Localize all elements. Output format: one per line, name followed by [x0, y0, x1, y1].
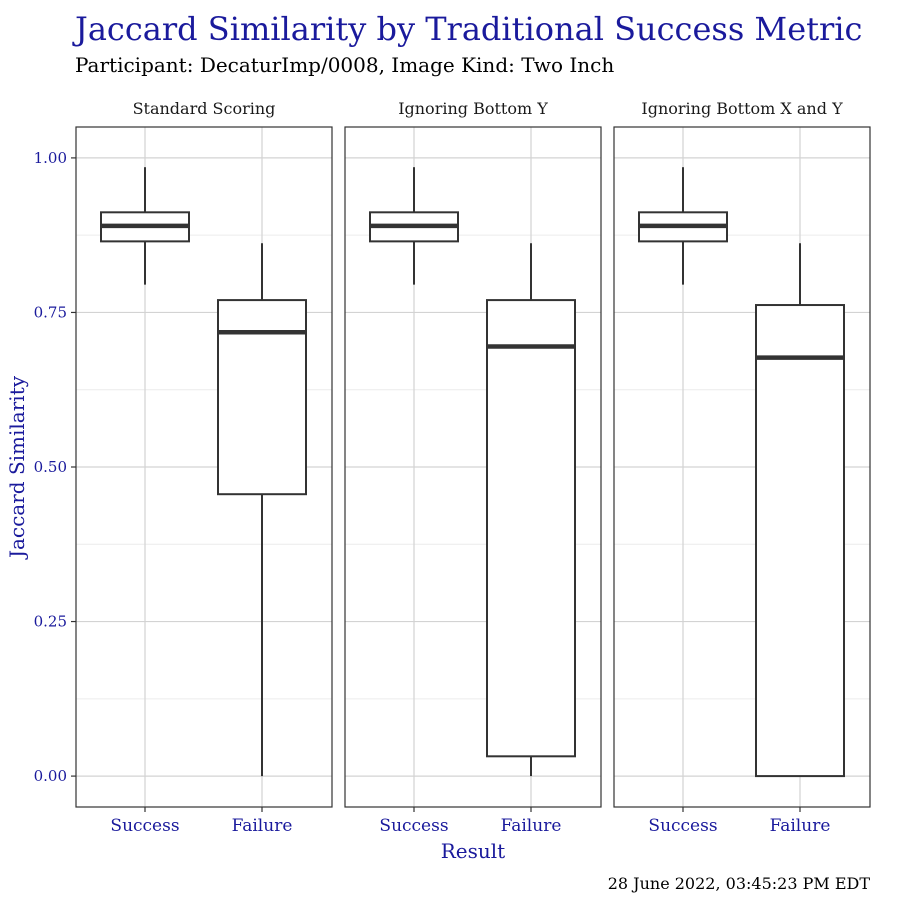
y-tick-label: 0.75: [34, 303, 67, 321]
facet-panel: Ignoring Bottom Y Success Failure: [344, 99, 602, 836]
box-iqr: [755, 304, 845, 778]
box-iqr: [486, 299, 576, 758]
facet-panel: Ignoring Bottom X and Y Success Failure: [613, 99, 871, 836]
x-axis-title: Result: [441, 839, 505, 863]
y-tick-label: 0.25: [34, 613, 67, 631]
panel-border: [344, 126, 602, 808]
facet-panel: Standard Scoring Success Failure: [75, 99, 333, 836]
x-tick-label: Failure: [501, 816, 562, 836]
x-tick-label: Success: [110, 816, 179, 836]
x-tick-label: Failure: [770, 816, 831, 836]
box-success: [638, 167, 728, 285]
x-tick-label: Success: [379, 816, 448, 836]
y-axis-title: Jaccard Similarity: [5, 375, 29, 560]
facet-strip-label: Ignoring Bottom X and Y: [641, 99, 843, 118]
box-failure: [217, 243, 307, 777]
box-success: [100, 167, 190, 285]
y-tick-label: 0.50: [34, 458, 67, 476]
panel-border: [613, 126, 871, 808]
chart-subtitle: Participant: DecaturImp/0008, Image Kind…: [75, 53, 614, 77]
chart-title: Jaccard Similarity by Traditional Succes…: [72, 10, 862, 48]
facet-strip-label: Ignoring Bottom Y: [398, 99, 548, 118]
y-axis: 0.00 0.25 0.50 0.75 1.00: [34, 149, 76, 785]
x-tick-label: Success: [648, 816, 717, 836]
x-tick-label: Failure: [232, 816, 293, 836]
timestamp: 28 June 2022, 03:45:23 PM EDT: [608, 874, 871, 893]
box-success: [369, 167, 459, 285]
y-tick-label: 0.00: [34, 767, 67, 785]
facet-strip-label: Standard Scoring: [133, 99, 276, 118]
box-failure: [755, 243, 845, 778]
box-iqr: [217, 299, 307, 496]
y-tick-label: 1.00: [34, 149, 67, 167]
box-failure: [486, 243, 576, 777]
